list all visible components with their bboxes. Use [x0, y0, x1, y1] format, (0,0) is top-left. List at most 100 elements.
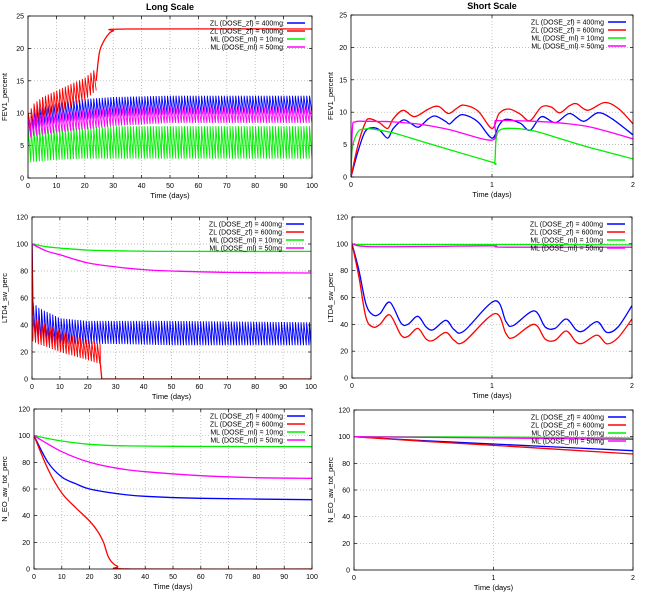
legend-label-ZL400: ZL (DOSE_zf) = 400mg	[210, 21, 283, 28]
x-tick-label: 60	[197, 574, 205, 581]
series-line-ML50-oscillation	[28, 106, 312, 140]
x-tick-label: 30	[112, 384, 120, 391]
series-line-ZL600-oscillation	[32, 315, 101, 365]
legend-label-ML50: ML (DOSE_ml) = 50mg	[209, 246, 282, 253]
x-tick-label: 2	[631, 575, 635, 582]
x-tick-label: 0	[350, 383, 354, 390]
y-tick-label: 5	[343, 142, 347, 149]
x-tick-label: 0	[32, 574, 36, 581]
x-tick-label: 30	[109, 183, 117, 190]
x-tick-label: 90	[279, 384, 287, 391]
legend-label-ML10: ML (DOSE_ml) = 10mg	[210, 37, 283, 44]
chart-title: Short Scale	[467, 1, 517, 11]
series-line-ZL600	[354, 436, 633, 455]
series-line-ZL400	[352, 243, 632, 334]
y-tick-label: 20	[340, 349, 348, 356]
x-tick-label: 50	[169, 574, 177, 581]
x-axis-label: Time (days)	[153, 582, 193, 591]
x-tick-label: 0	[26, 183, 30, 190]
plot-frame	[350, 14, 634, 178]
x-tick-label: 0	[352, 575, 356, 582]
x-tick-label: 100	[306, 574, 318, 581]
y-tick-label: 10	[339, 110, 347, 117]
series-line-ML10-oscillation	[28, 126, 312, 164]
y-tick-label: 0	[343, 175, 347, 182]
y-tick-label: 20	[16, 46, 24, 53]
legend-label-ZL400: ZL (DOSE_zf) = 400mg	[531, 415, 604, 422]
y-tick-label: 120	[338, 408, 350, 415]
series-group	[354, 436, 633, 455]
series-line-ML50	[32, 243, 311, 274]
y-tick-label: 60	[340, 295, 348, 302]
legend-label-ZL600: ZL (DOSE_zf) = 600mg	[209, 230, 282, 237]
x-axis-label: Time (days)	[474, 583, 514, 592]
x-tick-label: 1	[490, 182, 494, 189]
legend-label-ML50: ML (DOSE_ml) = 50mg	[210, 438, 283, 445]
y-tick-label: 0	[346, 568, 350, 575]
x-tick-label: 60	[195, 183, 203, 190]
x-tick-label: 20	[84, 384, 92, 391]
x-tick-label: 80	[251, 183, 259, 190]
x-axis-label: Time (days)	[150, 191, 190, 200]
y-tick-label: 10	[16, 111, 24, 118]
x-tick-label: 0	[349, 182, 353, 189]
series-line-ZL400	[34, 435, 312, 501]
y-tick-label: 60	[342, 488, 350, 495]
x-tick-label: 10	[53, 183, 61, 190]
y-axis-label: N_EO_aw_tot_perc	[326, 457, 335, 523]
chart-panel-5: 0 10 20 30 40 50 60 70 80 90 100 0 20 40 60 80 100 120 ZL …	[0, 407, 318, 592]
y-tick-label: 20	[339, 45, 347, 52]
y-tick-label: 20	[342, 541, 350, 548]
chart-panel-3: 0 10 20 30 40 50 60 70 80 90 100 0 20 40 60 80 100 120 ZL …	[0, 215, 317, 402]
series-line-ZL600	[351, 101, 633, 177]
y-tick-label: 100	[18, 433, 30, 440]
x-tick-label: 80	[253, 574, 261, 581]
x-tick-label: 1	[492, 575, 496, 582]
x-axis-label: Time (days)	[472, 391, 512, 400]
plot-frame	[31, 216, 312, 380]
x-tick-label: 10	[56, 384, 64, 391]
y-tick-label: 120	[336, 215, 348, 222]
y-tick-label: 80	[20, 269, 28, 276]
y-axis-label: LTD4_sw_perc	[326, 272, 335, 322]
y-tick-label: 120	[18, 407, 30, 414]
x-tick-label: 40	[138, 183, 146, 190]
y-tick-label: 120	[16, 215, 28, 222]
y-tick-label: 15	[339, 77, 347, 84]
y-tick-label: 40	[20, 323, 28, 330]
legend-label-ML10: ML (DOSE_ml) = 10mg	[531, 36, 604, 43]
y-tick-label: 0	[20, 176, 24, 183]
chart-panel-1: 0 10 20 30 40 50 60 70 80 90 100 0 5 10 15 20 25 ZL (DOSE…	[0, 2, 318, 200]
series-line-ZL600	[95, 28, 312, 81]
x-tick-label: 1	[490, 383, 494, 390]
x-tick-label: 20	[81, 183, 89, 190]
y-axis-label: FEV1_percent	[326, 71, 335, 120]
legend-label-ML50: ML (DOSE_ml) = 50mg	[530, 246, 603, 253]
legend-label-ZL400: ZL (DOSE_zf) = 400mg	[531, 20, 604, 27]
series-line-ML10	[32, 243, 311, 253]
series-line-ML50	[351, 119, 633, 177]
y-tick-label: 80	[22, 460, 30, 467]
y-tick-label: 0	[24, 377, 28, 384]
x-tick-label: 80	[251, 384, 259, 391]
x-tick-label: 50	[168, 384, 176, 391]
series-group	[28, 28, 312, 164]
series-line-ZL400-oscillation	[32, 302, 311, 346]
legend-label-ZL600: ZL (DOSE_zf) = 600mg	[530, 230, 603, 237]
x-axis-label: Time (days)	[472, 190, 512, 199]
legend-label-ZL400: ZL (DOSE_zf) = 400mg	[530, 222, 603, 229]
chart-title: Long Scale	[146, 2, 194, 12]
plot-frame	[351, 216, 633, 379]
x-tick-label: 40	[141, 574, 149, 581]
y-tick-label: 80	[340, 268, 348, 275]
x-tick-label: 70	[225, 574, 233, 581]
legend-label-ZL600: ZL (DOSE_zf) = 600mg	[210, 422, 283, 429]
y-tick-label: 100	[16, 242, 28, 249]
legend-label-ZL600: ZL (DOSE_zf) = 600mg	[531, 28, 604, 35]
legend-label-ZL600: ZL (DOSE_zf) = 600mg	[210, 29, 283, 36]
x-tick-label: 90	[280, 574, 288, 581]
legend-label-ZL600: ZL (DOSE_zf) = 600mg	[531, 423, 604, 430]
